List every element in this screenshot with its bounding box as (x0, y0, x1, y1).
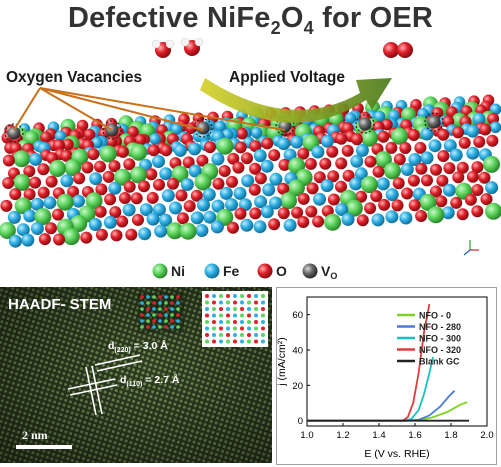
legend-label: Blank GC (419, 357, 460, 367)
legend-atom-label: Fe (223, 263, 240, 279)
legend-label: NFO - 280 (419, 322, 461, 332)
y-tick-label: 60 (292, 310, 303, 321)
legend-label: NFO - 0 (419, 311, 451, 321)
legend-atom-v: VO (302, 263, 337, 280)
crystal-structure: Oxygen Vacancies Applied Voltage (0, 38, 501, 256)
reaction-arrow-icon (200, 78, 392, 123)
y-tick-label: 20 (292, 381, 303, 392)
water-molecule-icon (151, 38, 204, 58)
haadf-stem-image: HAADF- STEM d(220) = 3.0 Å d(110) = 2.7 … (0, 287, 272, 463)
y-axis-label: j (mA/cm²) (276, 337, 288, 386)
figure-title: Defective NiFe2O4 for OER (67, 2, 434, 38)
atom-lattice (0, 94, 501, 248)
legend-atom-fe: Fe (204, 263, 240, 279)
haadf-title: HAADF- STEM (8, 296, 111, 313)
applied-voltage-label: Applied Voltage (229, 69, 345, 86)
legend-label: NFO - 300 (419, 334, 461, 344)
legend-atom-o: O (257, 263, 287, 279)
scale-bar-label: 2 nm (22, 428, 48, 442)
legend-atom-label: O (276, 263, 287, 279)
plot-axes (306, 296, 488, 427)
inset-model-2 (202, 291, 268, 347)
y-tick-label: 40 (292, 346, 303, 357)
plot-border (276, 287, 497, 465)
x-tick-label: 1.6 (408, 430, 421, 441)
vacancy-pointer-lines (13, 87, 286, 131)
lsv-plot: 1.0 1.2 1.4 1.6 1.8 2.0 0 20 40 60 E (V vs. RHE) j … (276, 287, 497, 465)
legend-atom-label: VO (321, 263, 337, 280)
scale-bar (16, 445, 72, 449)
axis-triad-icon (463, 240, 479, 256)
x-tick-label: 1.0 (300, 430, 313, 441)
legend-atom-ni: Ni (152, 263, 185, 279)
legend-atom-label: Ni (171, 263, 185, 279)
oxygen-vacancies-label: Oxygen Vacancies (6, 69, 142, 86)
legend-label: NFO - 320 (419, 345, 461, 355)
x-tick-label: 2.0 (480, 430, 493, 441)
x-tick-label: 1.2 (336, 430, 349, 441)
d220-label: d(220) = 3.0 Å (108, 339, 168, 354)
d110-label: d(110) = 2.7 Å (120, 373, 180, 388)
y-tick-label: 0 (298, 416, 303, 427)
x-tick-label: 1.4 (372, 430, 385, 441)
atom-legend: Ni Fe O VO (152, 263, 337, 280)
inset-model-1 (138, 293, 184, 333)
lattice-fringe-marks (67, 354, 143, 416)
x-tick-label: 1.8 (444, 430, 457, 441)
oxygen-molecule-icon (383, 42, 413, 58)
x-axis-label: E (V vs. RHE) (364, 448, 429, 460)
